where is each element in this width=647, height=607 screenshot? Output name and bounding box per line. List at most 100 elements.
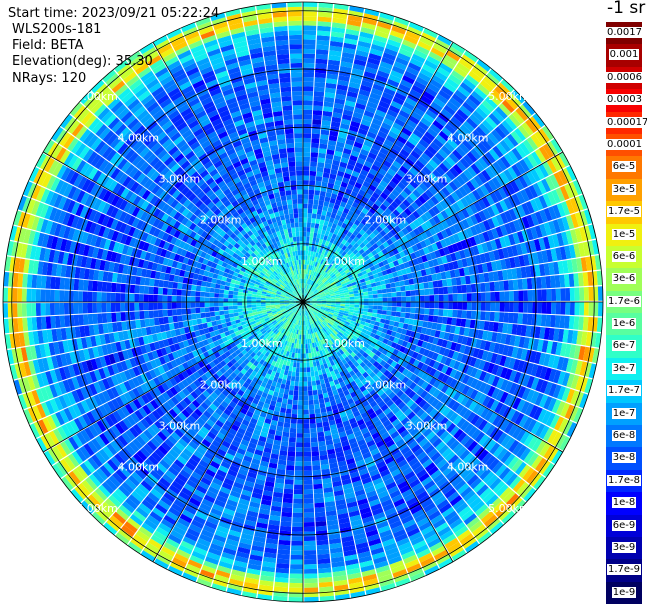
ppi-cell <box>377 271 384 278</box>
ppi-cell <box>247 367 254 375</box>
ppi-cell <box>583 209 593 225</box>
ppi-cell <box>133 534 148 546</box>
ppi-cell <box>450 342 457 351</box>
ppi-cell <box>257 332 263 338</box>
ppi-cell <box>99 465 112 478</box>
ppi-cell <box>336 333 342 339</box>
ppi-cell <box>350 380 357 387</box>
ppi-cell <box>303 152 311 157</box>
ppi-cell <box>275 346 280 353</box>
ppi-cell <box>330 169 338 176</box>
ppi-cell <box>548 383 558 397</box>
ppi-cell <box>527 452 539 467</box>
ppi-cell <box>331 116 342 123</box>
ppi-cell <box>351 406 359 414</box>
ppi-cell <box>468 94 481 107</box>
ppi-cell <box>174 415 184 425</box>
ppi-cell <box>317 313 322 318</box>
ppi-cell <box>353 484 364 492</box>
ppi-cell <box>441 364 449 374</box>
ppi-cell <box>473 63 488 76</box>
ppi-cell <box>237 389 245 397</box>
ppi-cell <box>548 328 555 341</box>
ppi-cell <box>304 306 306 312</box>
ppi-cell <box>334 292 340 295</box>
ppi-cell <box>317 25 331 32</box>
ppi-cell <box>348 311 354 316</box>
ppi-cell <box>470 310 477 320</box>
ppi-cell <box>423 502 436 513</box>
ppi-cell <box>397 214 405 222</box>
ppi-cell <box>374 481 385 490</box>
ppi-cell <box>519 447 531 461</box>
ppi-cell <box>281 339 286 345</box>
ppi-cell <box>526 278 533 290</box>
ppi-cell <box>216 363 223 370</box>
ppi-cell <box>390 235 398 243</box>
ppi-cell <box>416 408 425 418</box>
ppi-cell <box>405 140 416 150</box>
ppi-cell <box>333 155 342 162</box>
ppi-cell <box>303 302 308 303</box>
ppi-cell <box>316 297 322 299</box>
ppi-cell <box>278 539 291 546</box>
ppi-cell <box>447 286 453 294</box>
ppi-cell <box>270 453 279 460</box>
ppi-cell <box>225 538 239 547</box>
ppi-cell <box>184 418 194 428</box>
ppi-cell <box>402 274 409 281</box>
ppi-cell <box>416 517 430 528</box>
ppi-cell <box>224 503 237 512</box>
ppi-cell <box>457 302 463 310</box>
ppi-cell <box>193 379 201 388</box>
ppi-cell <box>325 294 331 297</box>
ppi-cell <box>486 351 494 363</box>
ppi-cell <box>376 233 383 240</box>
ppi-cell <box>527 153 538 168</box>
ppi-cell <box>429 302 435 309</box>
ppi-cell <box>193 420 203 430</box>
ppi-cell <box>389 243 397 251</box>
ppi-cell <box>314 227 319 234</box>
ppi-cell <box>438 287 444 295</box>
ppi-cell <box>335 302 341 304</box>
ppi-cell <box>435 241 443 250</box>
ppi-cell <box>485 302 491 311</box>
ppi-cell <box>517 279 523 290</box>
ppi-cell <box>259 359 265 365</box>
ppi-cell <box>417 339 424 347</box>
ppi-cell <box>176 455 188 466</box>
ppi-cell <box>382 503 395 512</box>
ppi-cell <box>487 218 496 229</box>
ppi-cell <box>495 464 507 477</box>
ppi-cell <box>318 324 323 330</box>
ppi-cell <box>313 493 324 499</box>
ppi-cell <box>503 356 512 368</box>
ppi-cell <box>517 386 527 399</box>
ppi-cell <box>354 332 360 338</box>
ppi-cell <box>444 537 459 549</box>
ppi-cell <box>468 192 478 203</box>
ppi-cell <box>500 156 511 169</box>
ppi-cell <box>433 473 445 484</box>
ppi-cell <box>318 445 327 452</box>
ppi-cell <box>314 72 327 79</box>
ppi-cell <box>309 170 317 177</box>
ppi-cell <box>312 361 317 367</box>
ppi-cell <box>300 306 302 312</box>
ppi-cell <box>207 464 218 474</box>
ppi-cell <box>320 259 325 265</box>
ppi-cell <box>282 398 288 404</box>
ppi-cell <box>316 257 320 263</box>
ppi-cell <box>376 207 385 215</box>
ppi-cell <box>187 427 197 437</box>
ppi-cell <box>293 498 303 504</box>
ppi-cell <box>352 450 362 458</box>
ppi-cell <box>413 80 427 91</box>
ppi-cell <box>506 493 519 507</box>
ppi-cell <box>393 498 406 508</box>
ppi-cell <box>129 426 140 438</box>
ppi-cell <box>554 275 561 288</box>
ppi-cell <box>313 394 319 400</box>
ppi-cell <box>342 400 349 407</box>
